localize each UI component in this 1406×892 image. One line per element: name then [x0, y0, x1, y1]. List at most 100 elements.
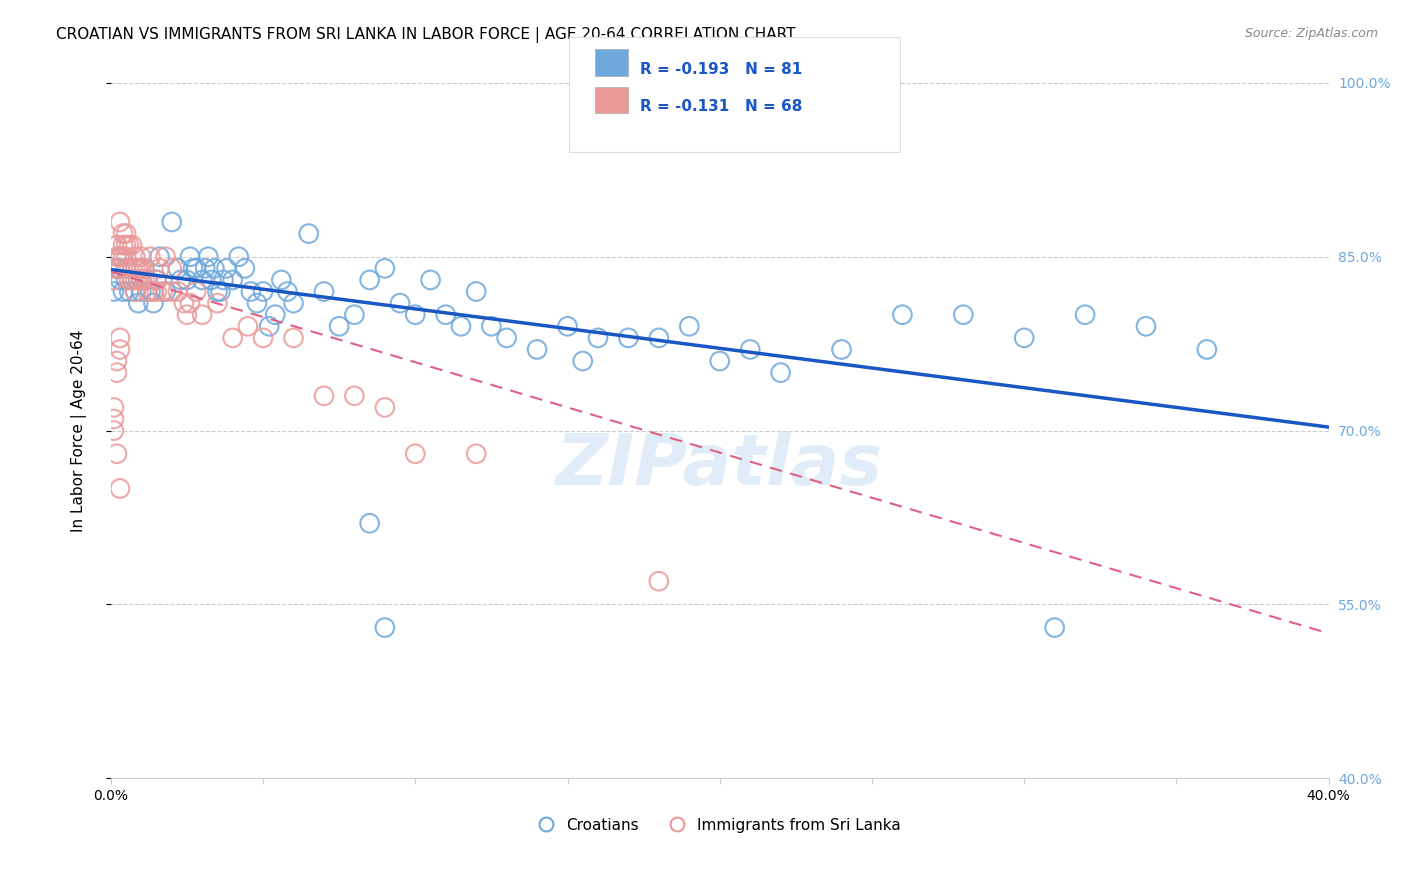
Point: [233, 261, 256, 276]
Point: [179, 250, 201, 264]
Point: [176, 308, 198, 322]
Point: [434, 308, 457, 322]
Point: [108, 261, 131, 276]
Point: [108, 273, 131, 287]
Point: [166, 285, 188, 299]
Point: [124, 261, 146, 276]
Point: [264, 308, 287, 322]
Point: [1043, 621, 1066, 635]
Point: [586, 331, 609, 345]
Point: [105, 354, 128, 368]
Point: [127, 261, 149, 276]
Point: [389, 296, 412, 310]
Point: [257, 319, 280, 334]
Point: [465, 285, 488, 299]
Point: [115, 273, 138, 287]
Point: [215, 261, 238, 276]
Point: [115, 261, 138, 276]
Point: [129, 250, 152, 264]
Point: [129, 273, 152, 287]
Point: [115, 238, 138, 252]
Point: [108, 482, 131, 496]
Point: [212, 273, 235, 287]
Point: [103, 412, 125, 426]
Point: [124, 285, 146, 299]
Point: [121, 273, 143, 287]
Point: [374, 261, 396, 276]
Point: [283, 331, 305, 345]
Point: [236, 319, 259, 334]
Point: [105, 238, 128, 252]
Point: [404, 447, 426, 461]
Point: [148, 250, 170, 264]
Point: [374, 401, 396, 415]
Point: [136, 285, 159, 299]
Point: [112, 227, 135, 241]
Point: [145, 273, 167, 287]
Point: [769, 366, 792, 380]
Point: [298, 227, 321, 241]
Point: [526, 343, 548, 357]
Point: [221, 331, 243, 345]
Point: [1135, 319, 1157, 334]
Point: [108, 250, 131, 264]
Point: [617, 331, 640, 345]
Point: [831, 343, 853, 357]
Point: [124, 285, 146, 299]
Point: [145, 285, 167, 299]
Point: [118, 273, 141, 287]
Y-axis label: In Labor Force | Age 20-64: In Labor Force | Age 20-64: [72, 329, 87, 532]
Point: [129, 261, 152, 276]
Point: [112, 238, 135, 252]
Point: [252, 331, 274, 345]
Point: [136, 273, 159, 287]
Point: [108, 331, 131, 345]
Point: [129, 273, 152, 287]
Point: [124, 273, 146, 287]
Point: [328, 319, 350, 334]
Text: Source: ZipAtlas.com: Source: ZipAtlas.com: [1244, 27, 1378, 40]
Point: [160, 261, 183, 276]
Point: [465, 447, 488, 461]
Point: [103, 261, 125, 276]
Point: [228, 250, 250, 264]
Point: [209, 285, 232, 299]
Point: [194, 261, 217, 276]
Point: [170, 273, 193, 287]
Point: [148, 261, 170, 276]
Legend: Croatians, Immigrants from Sri Lanka: Croatians, Immigrants from Sri Lanka: [538, 818, 901, 833]
Point: [152, 285, 174, 299]
Point: [118, 238, 141, 252]
Point: [191, 308, 214, 322]
Point: [207, 296, 229, 310]
Point: [134, 273, 156, 287]
Point: [166, 261, 188, 276]
Point: [142, 285, 165, 299]
Point: [155, 285, 177, 299]
Point: [197, 250, 219, 264]
Point: [155, 250, 177, 264]
Point: [134, 261, 156, 276]
Point: [105, 250, 128, 264]
Point: [103, 424, 125, 438]
Point: [105, 447, 128, 461]
Point: [160, 215, 183, 229]
Point: [124, 250, 146, 264]
Point: [270, 273, 292, 287]
Point: [221, 273, 243, 287]
Point: [121, 238, 143, 252]
Point: [142, 296, 165, 310]
Point: [571, 354, 593, 368]
Point: [108, 215, 131, 229]
Point: [176, 273, 198, 287]
Text: R = -0.193   N = 81: R = -0.193 N = 81: [640, 62, 801, 77]
Point: [709, 354, 731, 368]
Point: [121, 261, 143, 276]
Point: [139, 285, 162, 299]
Point: [105, 261, 128, 276]
Point: [252, 285, 274, 299]
Point: [1195, 343, 1218, 357]
Point: [108, 250, 131, 264]
Point: [312, 285, 335, 299]
Point: [112, 285, 135, 299]
